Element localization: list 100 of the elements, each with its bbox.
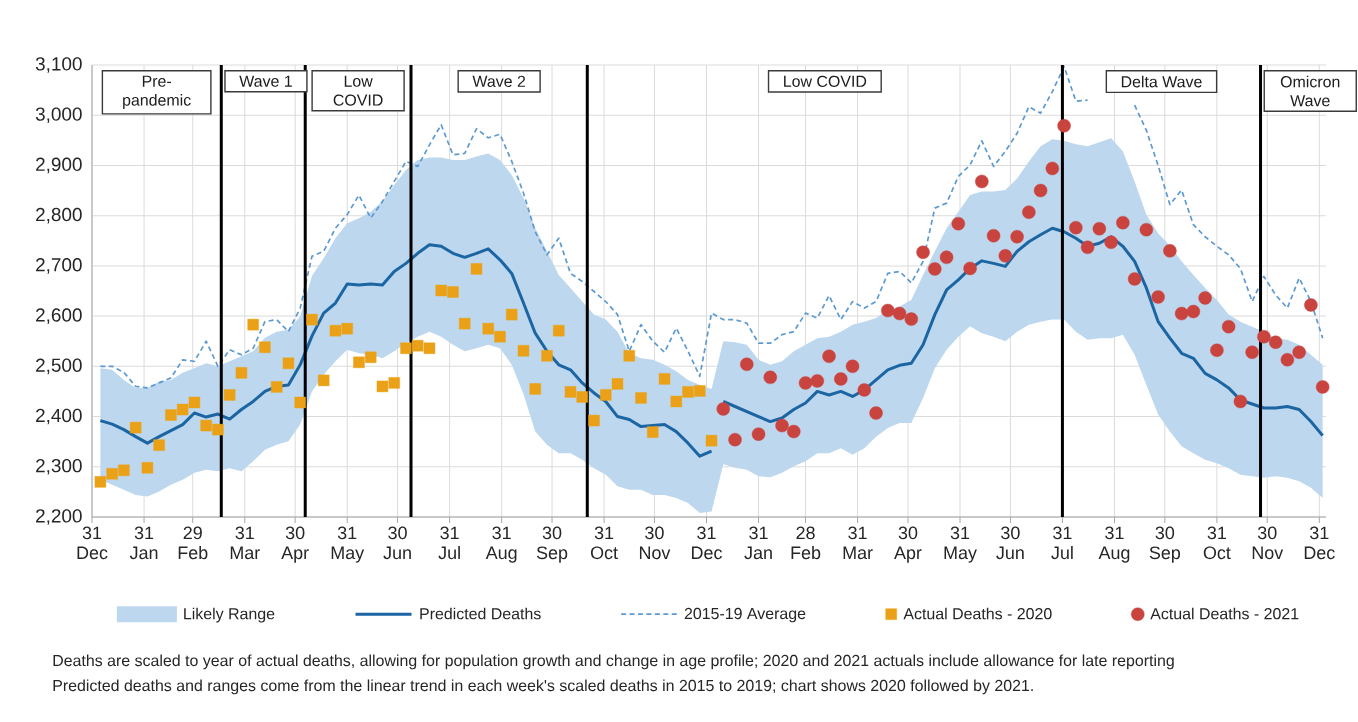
- y-tick-label: 3,100: [35, 57, 82, 73]
- point: [365, 351, 377, 363]
- point: [670, 395, 682, 408]
- point: [694, 385, 706, 397]
- point: [259, 341, 271, 353]
- x-tick-label: 31 Aug: [1098, 526, 1130, 563]
- point: [1022, 205, 1036, 219]
- point: [376, 380, 389, 393]
- point: [751, 427, 766, 441]
- point: [529, 383, 541, 395]
- point: [1069, 221, 1083, 235]
- point: [705, 434, 718, 447]
- point: [200, 419, 212, 432]
- point: [963, 261, 977, 276]
- x-tick-label: 31 Dec: [692, 526, 722, 560]
- x-tick-label: 31 Jan: [129, 526, 158, 560]
- x-tick-label: 30 Apr: [281, 526, 309, 563]
- point: [647, 426, 659, 438]
- point: [176, 403, 189, 416]
- x-tick-label: 28 Feb: [791, 526, 821, 560]
- point: [235, 367, 248, 379]
- x-tick-label: 31 Jul: [438, 526, 460, 560]
- point: [1280, 353, 1295, 367]
- point: [541, 350, 553, 362]
- legend-label: Predicted Deaths: [420, 607, 541, 620]
- point: [1127, 272, 1142, 286]
- point: [1151, 290, 1165, 304]
- point: [658, 373, 671, 385]
- point: [482, 322, 494, 335]
- point: [1174, 306, 1189, 321]
- point: [1116, 215, 1130, 230]
- point: [1221, 319, 1236, 334]
- point: [1292, 345, 1306, 359]
- line-series: [98, 243, 714, 458]
- point: [294, 396, 306, 409]
- point: [1198, 291, 1212, 305]
- point: [1268, 335, 1283, 349]
- x-tick-label: 31 May: [944, 526, 977, 563]
- point: [857, 383, 872, 397]
- point: [1057, 119, 1071, 133]
- point: [1233, 394, 1248, 409]
- point: [1245, 345, 1259, 359]
- point: [1257, 329, 1271, 344]
- y-tick-label: 2,700: [36, 258, 82, 274]
- point: [975, 174, 989, 189]
- point: [576, 391, 588, 403]
- point: [165, 409, 177, 421]
- y-tick-label: 2,600: [36, 308, 82, 324]
- x-tick-label: 31 Mar: [230, 526, 260, 560]
- point: [611, 378, 624, 390]
- x-tick-label: 31 May: [331, 526, 365, 563]
- x-tick-label: 31 Oct: [590, 526, 618, 560]
- legend-label: Actual Deaths - 2020: [903, 607, 1052, 620]
- annotation: Delta Wave: [1121, 75, 1202, 88]
- point: [916, 245, 930, 260]
- legend-label: Likely Range: [184, 607, 275, 623]
- point: [1315, 380, 1330, 394]
- y-tick-label: 2,500: [36, 358, 82, 375]
- point: [1163, 244, 1177, 258]
- point: [998, 249, 1013, 263]
- point: [928, 262, 942, 276]
- point: [635, 392, 647, 404]
- text: Predicted deaths and ranges come from the linear trend in each week's scaled deaths in 2015 to 2019; chart shows 2020 followed by 2021.: [53, 679, 1033, 695]
- x-tick-label: 31 Dec: [77, 526, 108, 560]
- point: [447, 286, 459, 298]
- annotation: Wave 1: [239, 75, 292, 87]
- point: [810, 374, 824, 388]
- x-tick-label: 31 Jan: [744, 526, 772, 560]
- point: [412, 340, 424, 352]
- point: [306, 313, 318, 326]
- point: [247, 318, 259, 331]
- point: [188, 396, 201, 409]
- point: [939, 250, 954, 265]
- annotation: Wave 2: [472, 75, 526, 87]
- point: [223, 389, 236, 401]
- point: [353, 356, 365, 369]
- point: [1080, 240, 1095, 254]
- point: [600, 389, 612, 401]
- point: [129, 421, 142, 434]
- point: [787, 424, 801, 439]
- point: [1210, 343, 1224, 357]
- point: [986, 229, 1001, 243]
- y-tick-label: 2,200: [36, 509, 82, 525]
- point: [212, 423, 224, 436]
- y-tick-label: 3,000: [35, 107, 82, 124]
- point: [564, 386, 577, 398]
- point: [728, 432, 742, 447]
- point: [822, 349, 836, 363]
- point: [517, 345, 530, 357]
- point: [740, 357, 754, 372]
- point: [459, 317, 471, 330]
- x-tick-label: 31 Dec: [1304, 526, 1335, 560]
- x-tick-label: 30 Jun: [996, 526, 1024, 560]
- point: [1139, 223, 1154, 237]
- x-tick-label: 30 Sep: [536, 526, 568, 563]
- point: [892, 306, 907, 321]
- point: [904, 312, 919, 326]
- point: [506, 308, 518, 321]
- point: [388, 377, 400, 389]
- point: [682, 386, 694, 398]
